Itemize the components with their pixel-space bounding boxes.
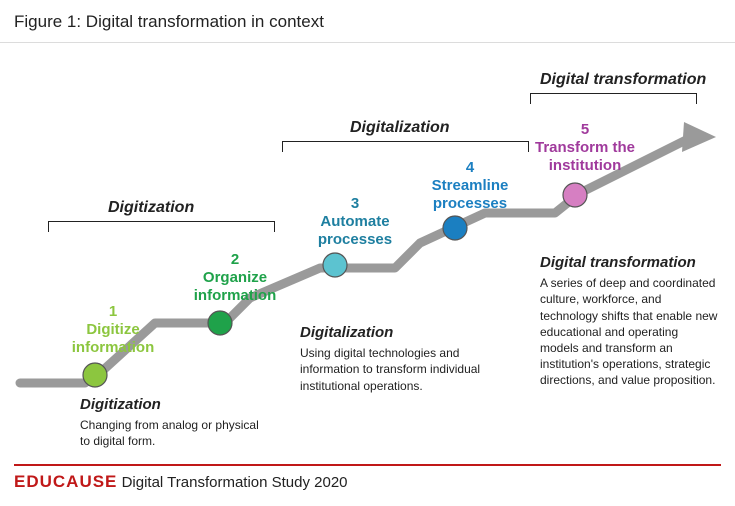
step-4-label: Streamline processes [415, 177, 525, 213]
description-1: Digitization Changing from analog or phys… [80, 395, 260, 450]
bracket-1 [48, 221, 275, 232]
step-2-label: Organize information [180, 269, 290, 305]
step-2-number: 2 [180, 251, 290, 269]
bracket-label-2: Digitalization [350, 119, 450, 137]
description-3-body: A series of deep and coordinated culture… [540, 276, 717, 387]
description-1-title: Digitization [80, 395, 260, 415]
step-1-label: Digitize information [58, 321, 168, 357]
educause-logo: EDUCAUSE [14, 472, 117, 491]
bracket-3 [530, 93, 697, 104]
diagram-canvas: 1Digitize information2Organize informati… [0, 43, 735, 463]
bracket-label-1: Digitization [108, 199, 194, 217]
footer: EDUCAUSE Digital Transformation Study 20… [0, 464, 735, 506]
bracket-label-3: Digital transformation [540, 71, 706, 89]
step-3-label: Automate processes [300, 213, 410, 249]
step-5-label: Transform the institution [530, 139, 640, 175]
description-2-body: Using digital technologies and informati… [300, 346, 480, 392]
footer-bar [14, 464, 721, 466]
step-3-number: 3 [300, 195, 410, 213]
step-5-number: 5 [530, 121, 640, 139]
footer-line: EDUCAUSE Digital Transformation Study 20… [14, 472, 721, 492]
description-3-title: Digital transformation [540, 253, 720, 273]
description-3: Digital transformation A series of deep a… [540, 253, 720, 389]
step-4: 4Streamline processes [415, 159, 525, 213]
description-2: Digitalization Using digital technologies… [300, 323, 500, 394]
step-4-number: 4 [415, 159, 525, 177]
step-5: 5Transform the institution [530, 121, 640, 175]
bracket-2 [282, 141, 529, 152]
description-1-body: Changing from analog or physical to digi… [80, 418, 259, 448]
step-2: 2Organize information [180, 251, 290, 305]
step-3: 3Automate processes [300, 195, 410, 249]
description-2-title: Digitalization [300, 323, 500, 343]
footer-text: Digital Transformation Study 2020 [117, 474, 347, 491]
figure-title: Figure 1: Digital transformation in cont… [0, 0, 735, 42]
step-1: 1Digitize information [58, 303, 168, 357]
step-1-number: 1 [58, 303, 168, 321]
